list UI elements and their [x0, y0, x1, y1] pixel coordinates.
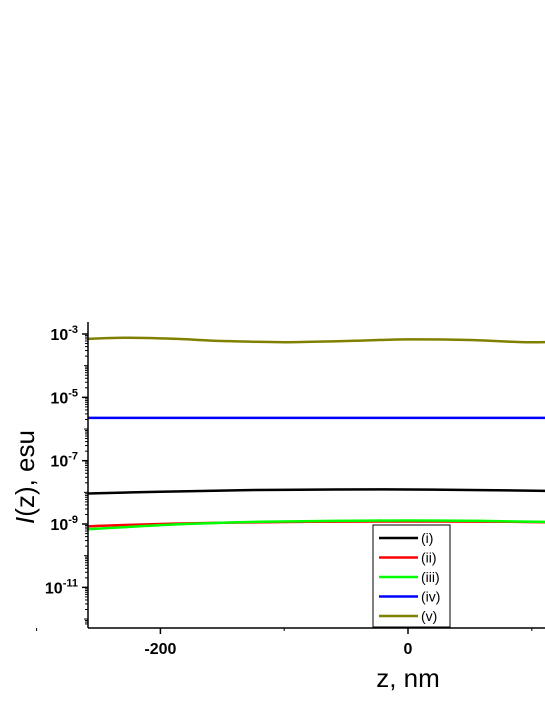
y-tick-label: 10-9 [50, 514, 78, 534]
y-axis-title-rest: (z), esu [10, 430, 40, 517]
y-tick-base: 10 [50, 390, 68, 407]
series-line-2 [88, 520, 545, 528]
plot-curves [88, 336, 545, 531]
y-tick-label: 10-3 [50, 324, 78, 344]
legend-label: (iv) [421, 589, 440, 605]
legend: (i) (ii) (iii) (iv) (v) [372, 524, 451, 628]
legend-label: (ii) [421, 550, 437, 566]
y-tick-exponent: -3 [68, 324, 78, 336]
series-line-4 [88, 416, 545, 420]
x-tick-label: 0 [404, 641, 413, 658]
y-tick-exponent: -5 [68, 387, 78, 399]
axes [87, 322, 545, 629]
legend-label: (v) [421, 608, 437, 624]
y-tick-label: 10-11 [45, 577, 78, 597]
legend-label: (iii) [421, 569, 440, 585]
x-axis-title: z, nm [376, 663, 440, 693]
series-line-5 [88, 336, 545, 344]
y-tick-base: 10 [50, 327, 68, 344]
y-tick-base: 10 [50, 454, 68, 471]
series-line-3 [88, 519, 545, 531]
ticks: -400-200020010-310-510-710-910-11 [36, 324, 533, 658]
y-tick-base: 10 [45, 580, 63, 597]
y-tick-exponent: -11 [63, 577, 78, 589]
y-tick-label: 10-5 [50, 387, 78, 407]
y-axis-title: I(z), esu [10, 430, 40, 524]
y-tick-base: 10 [50, 517, 68, 534]
legend-label: (i) [421, 530, 433, 546]
y-tick-exponent: -9 [68, 514, 78, 526]
y-axis-title-italic: I [10, 517, 40, 524]
y-tick-exponent: -7 [68, 451, 78, 463]
y-tick-label: 10-7 [50, 451, 78, 471]
series-line-1 [88, 488, 545, 495]
x-tick-label: -200 [144, 641, 176, 658]
